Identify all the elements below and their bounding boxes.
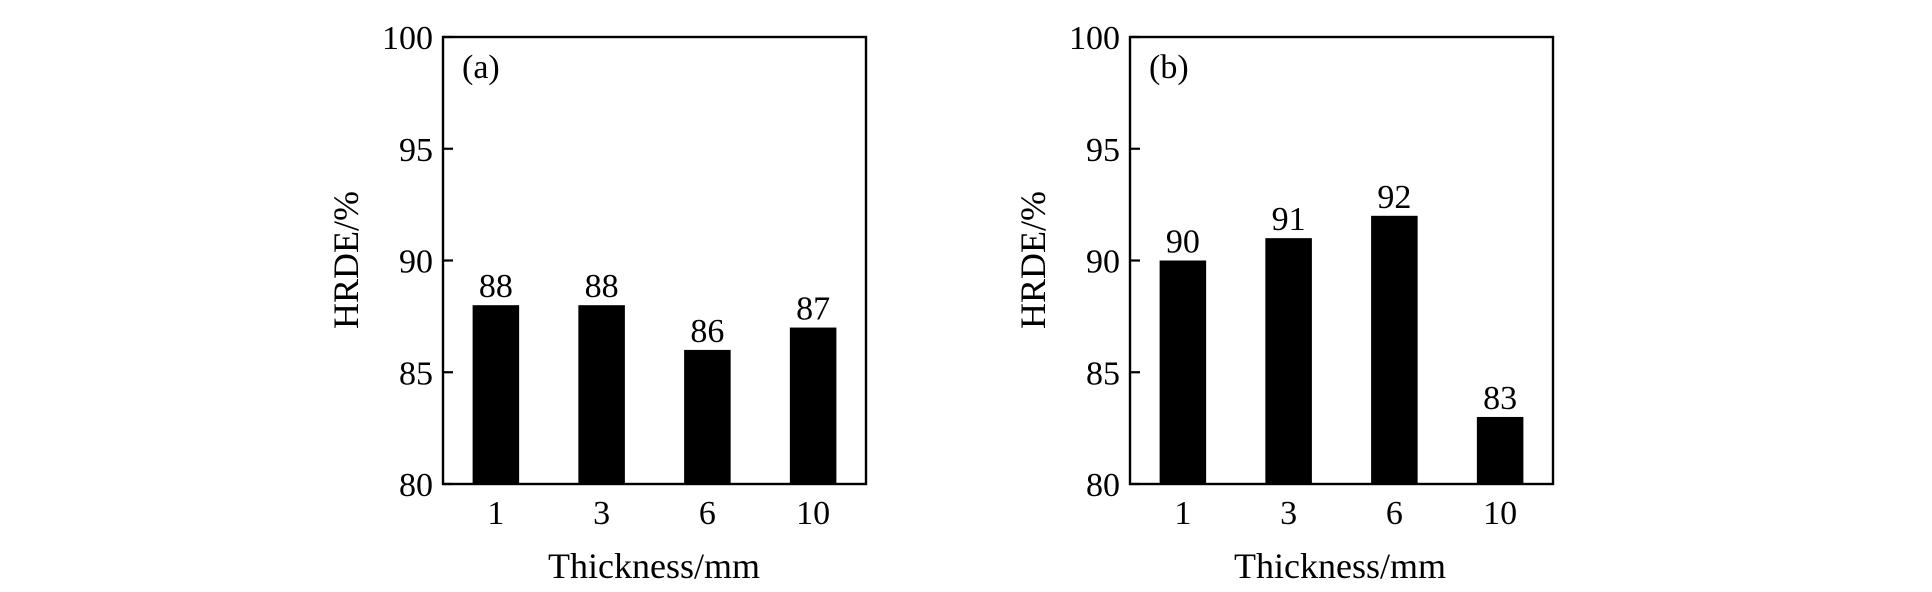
bar	[472, 305, 520, 484]
bar	[1159, 260, 1207, 484]
data-label: 88	[585, 268, 619, 305]
y-tick-label: 85	[1086, 355, 1120, 392]
y-tick-label: 100	[1069, 20, 1120, 57]
data-label: 88	[479, 268, 513, 305]
y-axis-title: HRDE/%	[1013, 191, 1053, 329]
y-tick-label: 85	[399, 355, 433, 392]
panel-label: (b)	[1149, 49, 1189, 86]
bar	[1476, 416, 1524, 484]
y-axis: 80 85 90 95 100	[1069, 20, 1140, 504]
y-tick-label: 95	[1086, 132, 1120, 169]
bar	[1265, 238, 1312, 484]
x-axis: 1 3 6 10	[487, 475, 830, 532]
bar-series: 90 91 92 83	[1159, 179, 1524, 485]
x-tick-label: 3	[1280, 495, 1297, 532]
bar-series: 88 88 86 87	[472, 268, 837, 484]
y-axis-title: HRDE/%	[326, 191, 366, 329]
x-tick-label: 1	[1174, 495, 1191, 532]
y-tick-label: 95	[399, 132, 433, 169]
panel-label: (a)	[462, 49, 500, 86]
x-tick-label: 3	[593, 495, 610, 532]
y-tick-label: 80	[1086, 467, 1120, 504]
x-tick-label: 10	[796, 495, 830, 532]
x-axis-title: Thickness/mm	[548, 546, 760, 586]
data-label: 92	[1377, 179, 1411, 216]
y-tick-label: 90	[1086, 244, 1120, 281]
data-label: 90	[1166, 224, 1200, 261]
data-label: 86	[690, 313, 724, 350]
x-tick-label: 10	[1483, 495, 1517, 532]
x-tick-label: 6	[699, 495, 716, 532]
x-axis-title: Thickness/mm	[1234, 546, 1446, 586]
y-axis: 80 85 90 95 100	[382, 20, 453, 504]
y-tick-label: 90	[399, 244, 433, 281]
bar	[789, 327, 837, 484]
data-label: 91	[1272, 201, 1306, 238]
data-label: 87	[796, 291, 830, 328]
bar	[684, 349, 731, 484]
data-label: 83	[1483, 380, 1517, 417]
chart-panel-b: (b) Thickness/mm HRDE/% 80 85 90 95 100 90 91…	[1013, 20, 1555, 586]
x-tick-label: 1	[487, 495, 504, 532]
y-tick-label: 80	[399, 467, 433, 504]
bar	[578, 305, 625, 484]
y-tick-label: 100	[382, 20, 433, 57]
bar	[1371, 215, 1418, 485]
x-tick-label: 6	[1386, 495, 1403, 532]
x-axis: 1 3 6 10	[1174, 475, 1517, 532]
